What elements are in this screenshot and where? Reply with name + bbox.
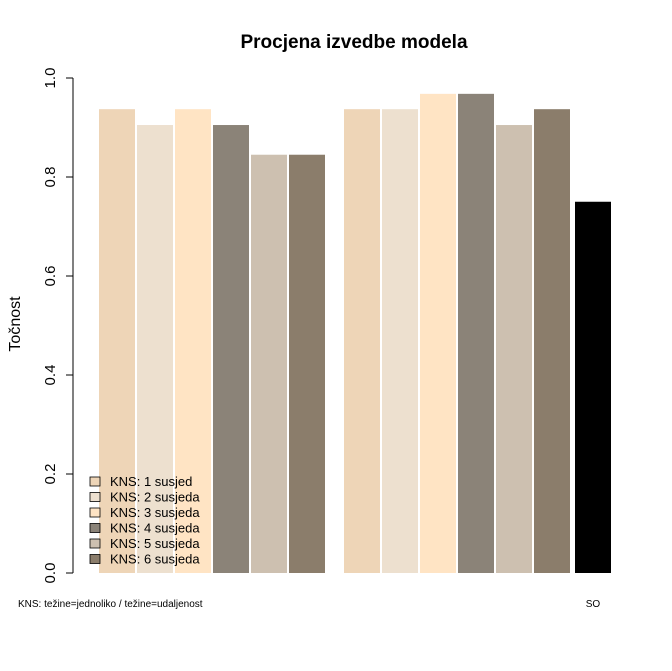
legend-item-label: KNS: 5 susjeda [110, 536, 200, 551]
bar-kns-3 [175, 109, 211, 573]
y-tick-label: 1.0 [42, 68, 59, 89]
legend-swatch [89, 476, 101, 487]
y-tick-label: 0.8 [42, 167, 59, 188]
chart-title: Procjena izvedbe modela [240, 32, 467, 53]
bar-so [575, 201, 611, 573]
bar-kns-5 [496, 125, 532, 574]
bar-kns-2 [137, 125, 173, 574]
y-tick-label: 0.4 [42, 365, 59, 386]
bar-kns-1 [99, 109, 135, 573]
bars [99, 93, 611, 574]
bar-kns-2 [382, 109, 418, 573]
legend-swatch [89, 492, 101, 502]
bar-kns-4 [213, 125, 249, 574]
y-axis-label: Točnost [7, 296, 24, 352]
legend-swatch [89, 507, 101, 518]
legend-swatch [89, 554, 101, 564]
group-label-so: SO [586, 599, 601, 610]
legend-swatch [89, 538, 101, 549]
y-tick-label: 0.0 [42, 563, 59, 584]
y-tick-label: 0.2 [42, 464, 59, 485]
group-label-kns: KNS: težine=jednoliko / težine=udaljenos… [18, 599, 203, 610]
legend-item-label: KNS: 2 susjeda [110, 490, 200, 505]
group-labels: KNS: težine=jednoliko / težine=udaljenos… [18, 599, 600, 610]
legend-item-label: KNS: 6 susjeda [110, 552, 200, 567]
bar-kns-4 [458, 93, 494, 573]
bar-kns-3 [420, 93, 456, 573]
bar-kns-6 [534, 109, 570, 573]
bar-kns-1 [344, 109, 380, 573]
bar-kns-5 [251, 154, 287, 573]
bar-kns-6 [289, 154, 325, 573]
y-axis: 0.0 0.2 0.4 0.6 0.8 1.0 [42, 68, 74, 584]
legend-item-label: KNS: 3 susjeda [110, 505, 200, 520]
legend-item-label: KNS: 1 susjed [110, 474, 192, 489]
y-tick-label: 0.6 [42, 266, 59, 287]
legend-item-label: KNS: 4 susjeda [110, 521, 200, 536]
legend-swatch [89, 523, 101, 533]
